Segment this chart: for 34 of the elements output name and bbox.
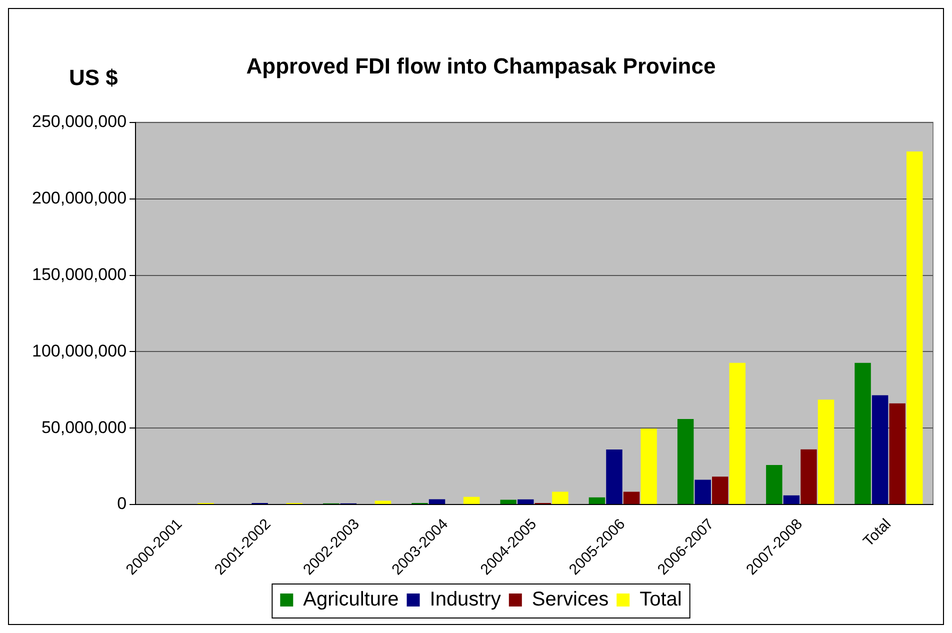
legend-label: Agriculture (303, 588, 399, 611)
legend-label: Services (532, 588, 609, 611)
bar (623, 492, 640, 504)
bar (518, 499, 534, 504)
bar (729, 362, 746, 504)
bar (500, 500, 516, 504)
y-axis-title: US $ (69, 65, 118, 90)
bar (872, 395, 888, 504)
bar (588, 497, 606, 504)
bar (712, 476, 728, 504)
bar (640, 428, 657, 504)
bar (766, 464, 782, 504)
bar (854, 362, 871, 504)
bar (800, 449, 817, 504)
bar (552, 492, 568, 504)
bar (606, 450, 622, 504)
bar (906, 151, 923, 504)
bar (889, 403, 906, 504)
y-tick-label: 250,000,000 (32, 112, 127, 132)
bar (694, 480, 711, 504)
chart-title: Approved FDI flow into Champasak Province (246, 53, 716, 78)
legend-label: Total (640, 588, 682, 611)
y-tick-label: 0 (117, 494, 127, 514)
y-tick-label: 50,000,000 (41, 418, 127, 437)
bar (818, 400, 834, 504)
bar (463, 496, 480, 504)
legend-label: Industry (430, 588, 501, 611)
y-tick-label: 200,000,000 (32, 188, 127, 208)
bar (783, 495, 800, 504)
bar (374, 500, 392, 504)
y-tick-label: 100,000,000 (32, 341, 127, 360)
y-tick-label: 150,000,000 (32, 264, 127, 284)
bar (677, 418, 694, 504)
bar (428, 499, 446, 504)
